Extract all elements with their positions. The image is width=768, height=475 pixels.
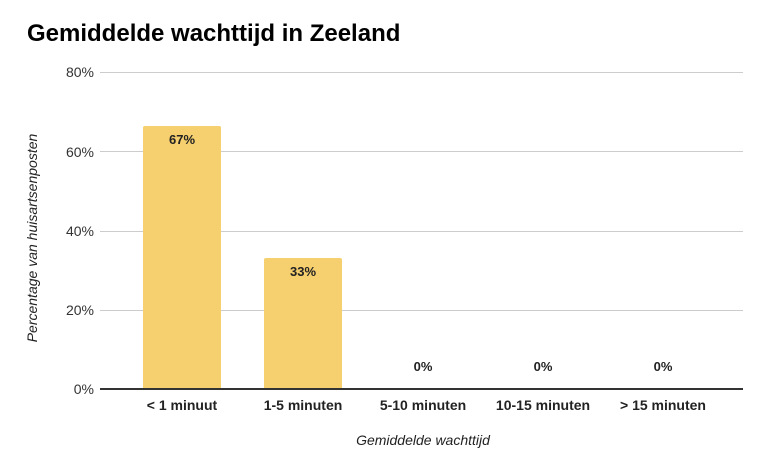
y-tick-20: 20% (65, 302, 94, 318)
x-category: 5-10 minuten (379, 397, 467, 413)
gridline (100, 72, 743, 73)
y-tick-80: 80% (65, 64, 94, 80)
chart-title: Gemiddelde wachttijd in Zeeland (27, 20, 401, 47)
data-label: 0% (413, 359, 433, 374)
y-axis-label: Percentage van huisartsenposten (24, 133, 40, 343)
x-axis-line (100, 388, 743, 390)
bar-lt-1-minuut (143, 126, 221, 389)
gridline (100, 151, 743, 152)
y-tick-0: 0% (73, 381, 94, 397)
x-category: 10-15 minuten (495, 397, 591, 413)
data-label: 33% (289, 264, 317, 279)
data-label: 67% (168, 132, 196, 147)
x-category: 1-5 minuten (263, 397, 343, 413)
x-category: > 15 minuten (620, 397, 706, 413)
data-label: 0% (533, 359, 553, 374)
bar-1-5-minuten (264, 258, 342, 389)
x-category: < 1 minuut (146, 397, 218, 413)
y-tick-60: 60% (65, 144, 94, 160)
data-label: 0% (653, 359, 673, 374)
gridline (100, 310, 743, 311)
gridline (100, 231, 743, 232)
y-tick-40: 40% (65, 223, 94, 239)
x-axis-label: Gemiddelde wachttijd (356, 432, 490, 448)
